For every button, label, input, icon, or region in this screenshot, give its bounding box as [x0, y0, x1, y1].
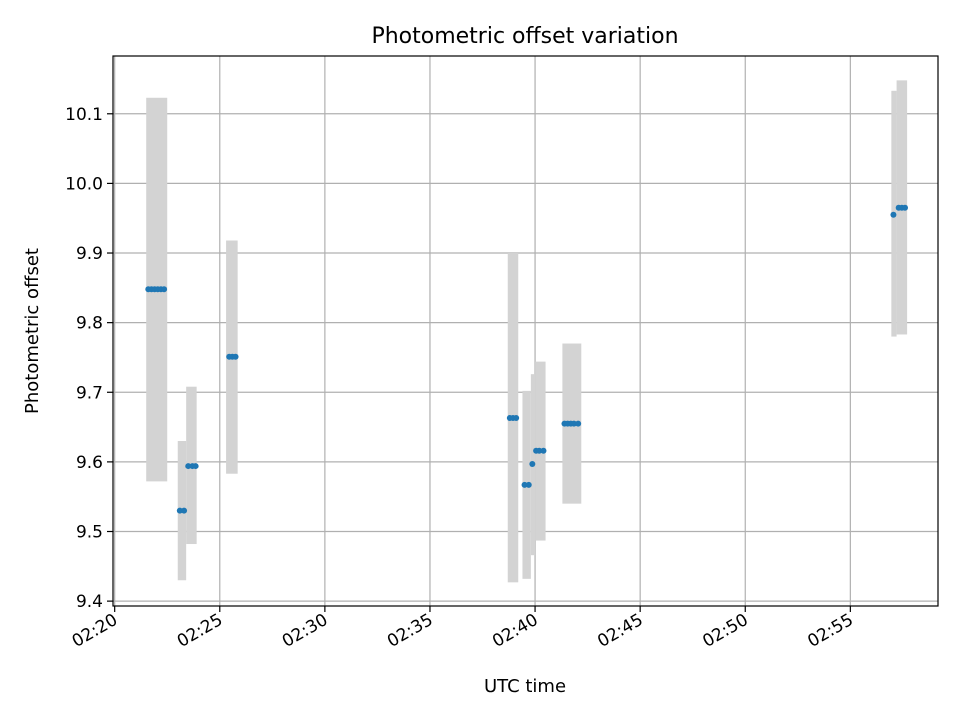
chart-title: Photometric offset variation: [371, 24, 678, 49]
y-tick-label: 10.1: [65, 105, 103, 125]
x-axis-label: UTC time: [484, 676, 566, 697]
y-tick-label: 9.4: [76, 592, 103, 612]
y-tick-label: 9.7: [76, 383, 103, 403]
y-tick-label: 9.5: [76, 523, 103, 543]
data-point: [575, 420, 582, 427]
y-axis-label: Photometric offset: [22, 248, 43, 414]
y-tick-label: 9.6: [76, 453, 103, 473]
data-point: [902, 204, 908, 211]
data-point: [525, 481, 532, 488]
data-point: [185, 463, 192, 470]
data-point: [529, 460, 536, 467]
data-point: [192, 463, 199, 470]
data-point: [540, 447, 547, 454]
y-tick-label: 10.0: [65, 174, 103, 194]
data-point: [176, 507, 183, 514]
data-point: [181, 507, 188, 514]
data-point: [232, 353, 239, 360]
data-point: [513, 415, 520, 422]
data-point: [536, 447, 543, 454]
data-points: [145, 204, 908, 514]
y-tick-label: 9.8: [76, 314, 103, 334]
data-point: [570, 420, 577, 427]
data-point: [521, 481, 528, 488]
data-point: [890, 211, 897, 218]
y-tick-label: 9.9: [76, 244, 103, 264]
plot-frame: [112, 55, 939, 607]
data-point: [161, 286, 168, 293]
